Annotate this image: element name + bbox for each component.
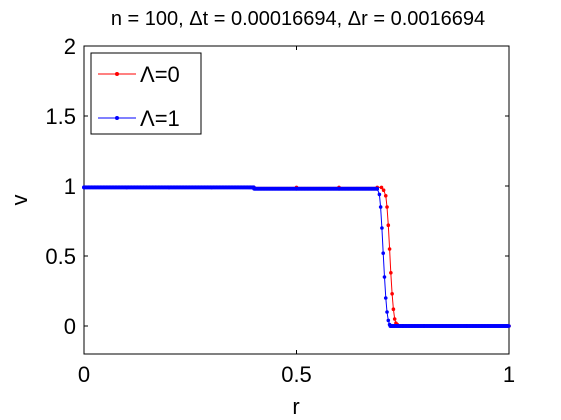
series-line-0 [84, 186, 509, 327]
legend-swatch-marker [115, 72, 119, 76]
x-axis-label: r [292, 394, 299, 419]
chart-title: n = 100, Δt = 0.00016694, Δr = 0.0016694 [111, 8, 485, 30]
y-tick-label: 0.5 [45, 244, 76, 269]
series-1-point [382, 275, 387, 279]
series-0-point [392, 317, 397, 321]
y-axis-label: v [7, 195, 32, 206]
series-1-point [378, 205, 383, 209]
y-tick-label: 1 [64, 174, 76, 199]
series-0-point [386, 223, 391, 227]
legend: Λ=0 Λ=1 [90, 52, 202, 135]
series-1-point [377, 192, 382, 197]
series-1-point [380, 226, 384, 230]
y-tick-label: 1.5 [45, 104, 76, 129]
x-tick-label: 0 [78, 362, 90, 387]
legend-swatch-marker [115, 116, 119, 120]
series-0-point [390, 292, 394, 296]
series-0-point [387, 247, 392, 251]
x-tick-label: 0.5 [281, 362, 312, 387]
series-1-point [386, 318, 391, 323]
plot-area [82, 185, 511, 328]
series-0-point [391, 307, 396, 312]
series-1-point [383, 296, 388, 300]
series-0-point [385, 205, 389, 209]
series-1-point [385, 310, 389, 314]
legend-label: Λ=1 [140, 106, 180, 131]
series-line-1 [84, 186, 509, 327]
x-tick-label: 1 [503, 362, 515, 387]
series-0-point [383, 194, 388, 198]
series-1-dense-point [375, 186, 380, 191]
x-ticks: 0 0.5 1 [78, 46, 515, 387]
y-tick-label: 2 [64, 34, 76, 59]
series-1-point [381, 251, 386, 255]
series-1-dense-point [505, 324, 510, 328]
series-0-point [389, 271, 393, 275]
legend-label: Λ=0 [140, 62, 180, 87]
series-0-point [379, 185, 384, 190]
y-tick-label: 0 [64, 314, 76, 339]
legend-box [90, 52, 202, 135]
series-0-point [381, 188, 386, 192]
